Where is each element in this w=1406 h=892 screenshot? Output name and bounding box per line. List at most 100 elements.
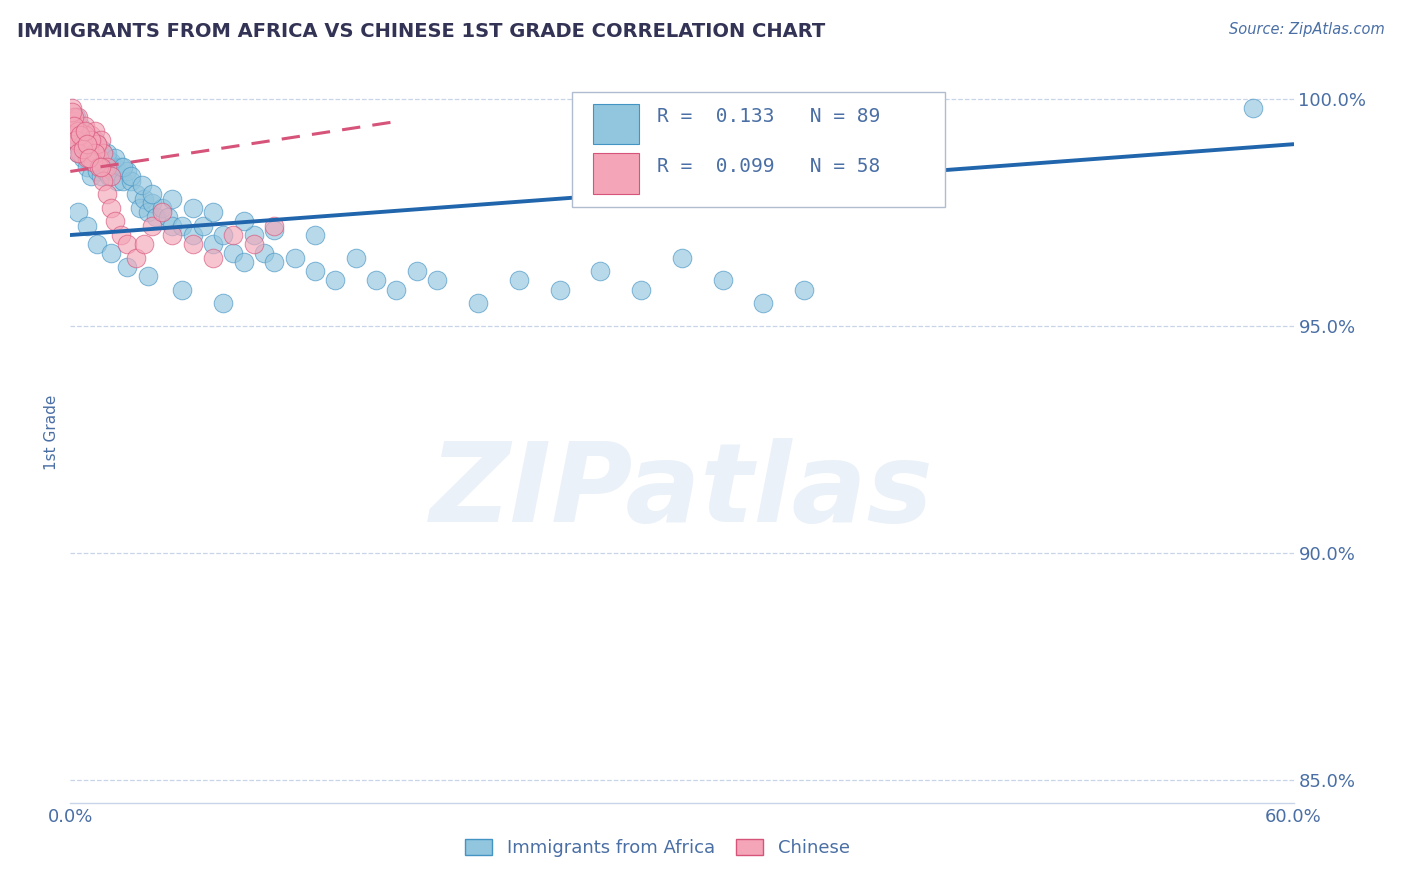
Point (132, 237, 155, 252)
Point (304, 264, 326, 278)
Point (86, 237, 108, 252)
Point (98, 169, 121, 183)
Point (141, 196, 163, 211)
Point (385, 283, 408, 297)
Point (69, 146, 91, 161)
Point (157, 210, 180, 224)
Point (128, 201, 150, 215)
Point (69, 123, 91, 137)
Point (150, 205, 173, 219)
Point (112, 173, 135, 187)
Point (117, 237, 139, 252)
Point (284, 251, 307, 265)
Point (104, 151, 127, 165)
Point (131, 178, 153, 192)
Point (181, 237, 204, 252)
Point (263, 219, 285, 233)
Point (202, 205, 225, 219)
Point (73, 128, 96, 142)
Point (76, 137, 98, 152)
Point (73, 128, 96, 142)
Point (77, 137, 100, 152)
Point (121, 173, 143, 187)
Point (344, 251, 367, 265)
Point (222, 246, 245, 260)
Point (136, 205, 159, 219)
Point (145, 210, 167, 224)
Point (124, 187, 146, 202)
Point (67, 205, 90, 219)
Point (76, 160, 98, 174)
Point (87, 160, 110, 174)
Point (96, 160, 118, 174)
Point (60, 101, 83, 115)
Point (83, 133, 105, 147)
Point (406, 264, 429, 278)
Point (65, 123, 87, 137)
Point (121, 169, 143, 183)
Point (253, 246, 276, 260)
Point (100, 169, 122, 183)
Point (72, 137, 94, 152)
Point (243, 237, 266, 252)
Point (752, 296, 775, 310)
Point (72, 137, 94, 152)
Point (73, 137, 96, 152)
Point (793, 283, 815, 297)
Point (263, 223, 285, 237)
Point (181, 227, 204, 242)
Point (77, 146, 100, 161)
Point (711, 273, 734, 287)
Point (110, 227, 132, 242)
Point (86, 164, 108, 178)
Text: ZIPatlas: ZIPatlas (430, 438, 934, 545)
Point (72, 151, 94, 165)
Point (82, 155, 104, 169)
Point (100, 246, 122, 260)
Text: Source: ZipAtlas.com: Source: ZipAtlas.com (1229, 22, 1385, 37)
Point (162, 192, 183, 206)
Point (304, 227, 326, 242)
Text: R =  0.133   N = 89: R = 0.133 N = 89 (658, 107, 880, 126)
Point (172, 219, 194, 233)
Point (83, 146, 105, 161)
Point (548, 283, 571, 297)
Point (60, 105, 83, 120)
Point (76, 151, 98, 165)
Point (100, 201, 122, 215)
Point (212, 227, 235, 242)
Point (112, 160, 135, 174)
Point (589, 264, 612, 278)
Point (136, 268, 159, 283)
Point (67, 123, 90, 137)
Point (141, 219, 163, 233)
Point (202, 251, 225, 265)
Point (79, 169, 103, 183)
Point (91, 146, 114, 161)
FancyBboxPatch shape (572, 92, 945, 207)
Point (202, 237, 225, 252)
Point (63, 119, 86, 133)
Point (162, 219, 183, 233)
Point (101, 164, 124, 178)
Point (73, 119, 96, 133)
Point (150, 201, 173, 215)
Point (117, 260, 139, 274)
Point (508, 273, 530, 287)
Point (90, 142, 112, 156)
Point (73, 123, 96, 137)
Point (90, 160, 112, 174)
Point (86, 137, 108, 152)
Point (65, 128, 87, 142)
Point (222, 227, 245, 242)
Point (69, 119, 91, 133)
Point (191, 219, 214, 233)
Point (243, 227, 266, 242)
Point (104, 160, 127, 174)
Point (232, 214, 254, 228)
Point (65, 133, 87, 147)
Point (181, 201, 204, 215)
Point (63, 114, 86, 128)
Point (96, 187, 118, 202)
Point (87, 146, 110, 161)
